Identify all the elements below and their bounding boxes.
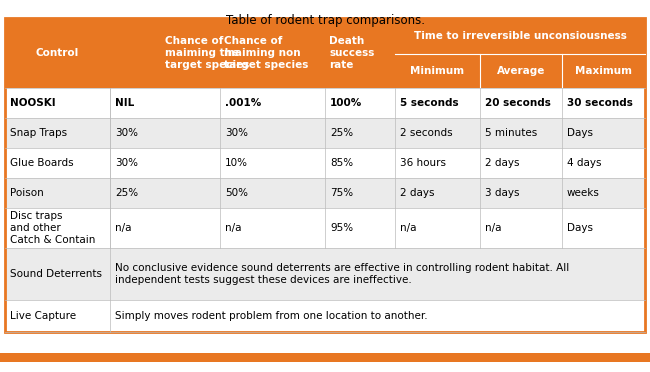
Text: 5 minutes: 5 minutes [485, 128, 538, 138]
Text: Live Capture: Live Capture [10, 311, 76, 321]
Text: Glue Boards: Glue Boards [10, 158, 73, 168]
Text: n/a: n/a [225, 223, 242, 233]
Bar [5, 178, 645, 208]
Bar [5, 148, 645, 178]
Text: n/a: n/a [400, 223, 417, 233]
Text: 30 seconds: 30 seconds [567, 98, 633, 108]
Bar [5, 88, 645, 118]
Bar [5, 300, 645, 332]
Text: Sound Deterrents: Sound Deterrents [10, 269, 102, 279]
Bar [5, 18, 645, 88]
Text: Table of rodent trap comparisons.: Table of rodent trap comparisons. [226, 14, 424, 27]
Text: Maximum: Maximum [575, 66, 632, 76]
Text: 4 days: 4 days [567, 158, 601, 168]
Text: Control: Control [36, 48, 79, 58]
Text: 25%: 25% [330, 128, 353, 138]
Text: NOOSKI: NOOSKI [10, 98, 56, 108]
Text: 50%: 50% [225, 188, 248, 198]
Text: weeks: weeks [567, 188, 600, 198]
Text: Minimum: Minimum [410, 66, 465, 76]
Bar [5, 18, 645, 332]
Text: 36 hours: 36 hours [400, 158, 446, 168]
Bar [5, 248, 645, 300]
Text: 30%: 30% [225, 128, 248, 138]
Text: Chance of
maiming the
target species: Chance of maiming the target species [165, 36, 250, 70]
Text: 5 seconds: 5 seconds [400, 98, 459, 108]
Bar [5, 118, 645, 148]
Text: 30%: 30% [115, 128, 138, 138]
Text: Time to irreversible unconsiousness: Time to irreversible unconsiousness [413, 31, 627, 41]
Text: Chance of
maiming non
target species: Chance of maiming non target species [224, 36, 308, 70]
Text: 20 seconds: 20 seconds [485, 98, 551, 108]
Text: Poison: Poison [10, 188, 44, 198]
Text: 85%: 85% [330, 158, 353, 168]
Bar [0, 353, 650, 362]
Text: 3 days: 3 days [485, 188, 519, 198]
Text: n/a: n/a [115, 223, 131, 233]
Text: Days: Days [567, 223, 593, 233]
Text: No conclusive evidence sound deterrents are effective in controlling rodent habi: No conclusive evidence sound deterrents … [115, 263, 569, 285]
Text: Death
success
rate: Death success rate [329, 36, 374, 70]
Text: 10%: 10% [225, 158, 248, 168]
Text: NIL: NIL [115, 98, 135, 108]
Text: 2 days: 2 days [485, 158, 519, 168]
Text: 30%: 30% [115, 158, 138, 168]
Text: Days: Days [567, 128, 593, 138]
Text: Snap Traps: Snap Traps [10, 128, 67, 138]
Bar [5, 208, 645, 248]
Text: .001%: .001% [225, 98, 261, 108]
Text: 100%: 100% [330, 98, 362, 108]
Text: 25%: 25% [115, 188, 138, 198]
Text: Disc traps
and other
Catch & Contain: Disc traps and other Catch & Contain [10, 211, 96, 245]
Text: Simply moves rodent problem from one location to another.: Simply moves rodent problem from one loc… [115, 311, 428, 321]
Text: Average: Average [497, 66, 545, 76]
Text: n/a: n/a [485, 223, 502, 233]
Text: 95%: 95% [330, 223, 353, 233]
Text: 2 days: 2 days [400, 188, 434, 198]
Text: 2 seconds: 2 seconds [400, 128, 452, 138]
Text: 75%: 75% [330, 188, 353, 198]
